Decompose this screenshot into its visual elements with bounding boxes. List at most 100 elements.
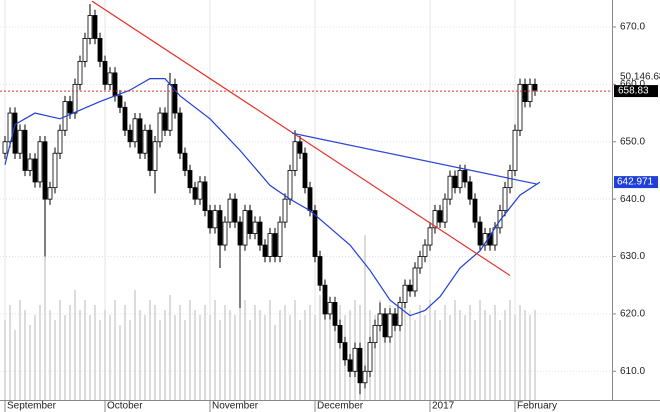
- volume-bar: [174, 315, 176, 400]
- volume-bar: [389, 305, 391, 400]
- volume-bar: [414, 320, 416, 400]
- candle-body: [57, 129, 63, 154]
- volume-bar: [374, 315, 376, 400]
- candle-body: [222, 221, 228, 246]
- volume-bar: [254, 305, 256, 400]
- volume-bar: [184, 320, 186, 400]
- volume-bar: [409, 310, 411, 400]
- candle-body: [442, 198, 448, 223]
- volume-bar: [484, 310, 486, 400]
- candle-body: [122, 106, 128, 131]
- volume-bar: [364, 235, 366, 400]
- volume-bar: [144, 315, 146, 400]
- candle-body: [377, 313, 383, 326]
- volume-bar: [464, 315, 466, 400]
- volume-bar: [24, 310, 26, 400]
- y-tick-label: 620.0: [620, 309, 645, 320]
- candle-body: [52, 152, 58, 189]
- candle-body: [117, 95, 123, 108]
- volume-bar: [279, 310, 281, 400]
- volume-bar: [194, 310, 196, 400]
- x-tick-label: December: [317, 401, 364, 412]
- y-tick-label: 610.0: [620, 366, 645, 377]
- volume-bar: [149, 300, 151, 400]
- volume-bar: [469, 305, 471, 400]
- candle-body: [362, 370, 368, 384]
- x-tick-label: November: [212, 401, 259, 412]
- candle-body: [307, 187, 313, 212]
- volume-bar: [64, 315, 66, 400]
- candle-body: [152, 141, 158, 171]
- candle-body: [247, 210, 253, 234]
- candle-body: [237, 221, 243, 246]
- candle-body: [7, 112, 13, 143]
- volume-bar: [459, 310, 461, 400]
- candle-body: [127, 129, 133, 143]
- candle-body: [12, 112, 18, 154]
- volume-bar: [114, 300, 116, 400]
- candle-body: [437, 210, 443, 223]
- candle-body: [147, 129, 153, 171]
- volume-bar: [29, 325, 31, 400]
- candle-body: [352, 347, 358, 372]
- candle-body: [197, 181, 203, 200]
- annotation: 50,146.68: [620, 72, 660, 83]
- candle-body: [187, 170, 193, 189]
- x-tick-label: September: [7, 401, 57, 412]
- volume-bar: [259, 310, 261, 400]
- volume-bar: [494, 305, 496, 400]
- volume-bar: [119, 325, 121, 400]
- candle-body: [277, 221, 283, 257]
- candle-body: [402, 284, 408, 303]
- candle-body: [532, 83, 538, 91]
- volume-bar: [419, 305, 421, 400]
- volume-bar: [454, 300, 456, 400]
- candle-body: [497, 210, 503, 229]
- candle-body: [292, 141, 298, 171]
- candle-body: [412, 267, 418, 292]
- ma-label: 642.971: [617, 177, 654, 188]
- volume-bar: [129, 320, 131, 400]
- price-label-box: [614, 85, 658, 98]
- volume-bar: [34, 315, 36, 400]
- candle-body: [77, 61, 83, 85]
- candle-body: [37, 141, 43, 183]
- candle-body: [112, 72, 118, 97]
- candle-body: [232, 198, 238, 223]
- volume-bar: [239, 240, 241, 400]
- candle-body: [242, 210, 248, 246]
- volume-bar: [229, 310, 231, 400]
- candle-body: [427, 227, 433, 246]
- candle-body: [452, 175, 458, 189]
- candle-body: [472, 198, 478, 223]
- volume-bar: [89, 315, 91, 400]
- volume-bar: [264, 315, 266, 400]
- candle-body: [27, 158, 33, 171]
- volume-bar: [514, 315, 516, 400]
- candle-body: [162, 112, 168, 131]
- candle-body: [367, 342, 373, 372]
- candle-body: [262, 244, 268, 257]
- candle-body: [417, 256, 423, 269]
- candle-body: [467, 181, 473, 200]
- volume-bar: [134, 290, 136, 400]
- volume-bar: [189, 300, 191, 400]
- trendline: [291, 132, 538, 185]
- volume-bar: [394, 310, 396, 400]
- volume-bar: [79, 310, 81, 400]
- volume-bar: [499, 320, 501, 400]
- volume-bar: [339, 305, 341, 400]
- volume-bar: [214, 300, 216, 400]
- volume-bar: [404, 300, 406, 400]
- candle-body: [2, 141, 8, 154]
- candle-body: [302, 152, 308, 189]
- volume-bar: [124, 305, 126, 400]
- volume-bar: [524, 310, 526, 400]
- volume-bar: [444, 305, 446, 400]
- candle-body: [327, 302, 333, 315]
- candle-body: [87, 15, 93, 39]
- candle-body: [212, 210, 218, 229]
- volume-bar: [509, 300, 511, 400]
- volume-bar: [504, 310, 506, 400]
